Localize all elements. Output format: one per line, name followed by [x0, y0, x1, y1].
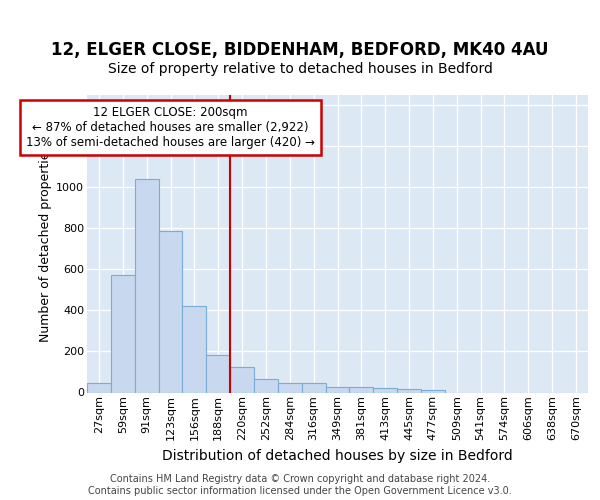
- Bar: [254, 379, 278, 392]
- Bar: [111, 274, 135, 392]
- Bar: [421, 390, 445, 392]
- Bar: [278, 382, 302, 392]
- Bar: [373, 388, 397, 392]
- Y-axis label: Number of detached properties: Number of detached properties: [39, 145, 52, 342]
- Bar: [206, 354, 230, 393]
- Bar: [87, 382, 111, 392]
- Bar: [302, 382, 326, 392]
- Bar: [182, 306, 206, 392]
- Text: 12, ELGER CLOSE, BIDDENHAM, BEDFORD, MK40 4AU: 12, ELGER CLOSE, BIDDENHAM, BEDFORD, MK4…: [51, 40, 549, 58]
- Bar: [230, 367, 254, 392]
- Text: Size of property relative to detached houses in Bedford: Size of property relative to detached ho…: [107, 62, 493, 76]
- Bar: [158, 232, 182, 392]
- Bar: [326, 387, 349, 392]
- Bar: [135, 179, 158, 392]
- X-axis label: Distribution of detached houses by size in Bedford: Distribution of detached houses by size …: [162, 448, 513, 462]
- Bar: [349, 388, 373, 392]
- Bar: [397, 390, 421, 392]
- Text: Contains HM Land Registry data © Crown copyright and database right 2024.
Contai: Contains HM Land Registry data © Crown c…: [88, 474, 512, 496]
- Text: 12 ELGER CLOSE: 200sqm
← 87% of detached houses are smaller (2,922)
13% of semi-: 12 ELGER CLOSE: 200sqm ← 87% of detached…: [26, 106, 315, 150]
